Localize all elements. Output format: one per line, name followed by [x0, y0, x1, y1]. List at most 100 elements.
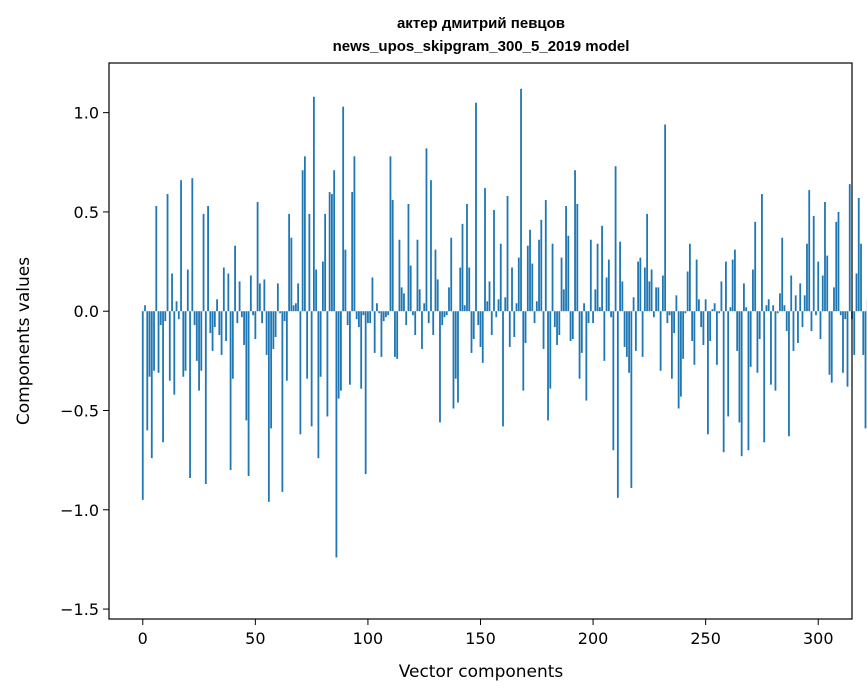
- bar: [596, 243, 599, 312]
- bar: [785, 311, 788, 332]
- bar: [632, 297, 635, 312]
- bar: [513, 311, 516, 338]
- bar: [191, 178, 194, 312]
- bar: [704, 299, 707, 312]
- bar: [810, 311, 813, 332]
- bar: [189, 311, 191, 479]
- bar: [247, 311, 250, 477]
- bar: [454, 311, 457, 379]
- bar: [272, 311, 275, 349]
- y-tick-label: −0.5: [60, 402, 99, 421]
- bar: [412, 311, 414, 316]
- bar: [369, 311, 372, 324]
- bar: [812, 215, 815, 312]
- bar: [389, 156, 392, 312]
- bar: [767, 299, 770, 312]
- x-tick-label: 300: [803, 629, 834, 648]
- bar: [799, 283, 802, 312]
- bar: [558, 311, 561, 336]
- bar: [783, 305, 786, 312]
- bar: [180, 180, 182, 312]
- bar: [378, 311, 381, 314]
- bar: [607, 259, 610, 312]
- bar: [155, 205, 158, 312]
- bar: [292, 305, 295, 312]
- bar: [522, 311, 525, 391]
- bar: [821, 275, 824, 312]
- bar: [418, 289, 421, 312]
- bar: [159, 311, 162, 326]
- bar: [828, 311, 831, 375]
- bar: [193, 311, 196, 326]
- bar: [646, 213, 649, 312]
- bar: [423, 303, 426, 312]
- bar: [195, 311, 198, 361]
- bar: [351, 192, 354, 312]
- bar: [265, 311, 268, 355]
- bar: [526, 245, 529, 312]
- bar: [664, 124, 667, 312]
- bar: [504, 297, 507, 312]
- bar: [225, 311, 227, 341]
- bar: [655, 287, 658, 312]
- x-tick-label: 250: [690, 629, 721, 648]
- bar: [790, 275, 793, 312]
- bar: [394, 311, 396, 357]
- bar: [240, 311, 243, 318]
- bar: [324, 213, 327, 312]
- bars-group: [141, 88, 867, 558]
- plot-frame: [108, 62, 853, 620]
- bar: [229, 311, 232, 471]
- bar: [274, 311, 277, 338]
- bar: [439, 311, 441, 423]
- bar: [698, 299, 700, 312]
- bar: [853, 311, 856, 355]
- bar: [432, 311, 435, 336]
- bar: [443, 311, 446, 318]
- bar: [594, 289, 597, 312]
- bar: [684, 311, 687, 314]
- bar: [549, 311, 552, 389]
- bar: [565, 205, 567, 312]
- bar: [186, 269, 189, 312]
- bar: [848, 184, 851, 312]
- bar: [657, 287, 660, 312]
- bar: [551, 243, 554, 312]
- bar: [421, 311, 423, 349]
- bar: [639, 257, 642, 312]
- bar: [353, 156, 356, 312]
- bar: [436, 279, 439, 312]
- bar: [484, 188, 486, 312]
- bar: [243, 311, 245, 345]
- bar: [168, 311, 171, 381]
- bar: [173, 311, 176, 395]
- bar: [466, 203, 468, 312]
- bar: [531, 263, 534, 312]
- bar: [502, 311, 504, 427]
- bar: [202, 213, 205, 312]
- bar: [569, 311, 572, 341]
- bar: [373, 311, 376, 353]
- bar: [752, 269, 754, 312]
- bar: [461, 223, 464, 312]
- bar: [299, 311, 302, 435]
- bar: [204, 311, 207, 484]
- bar: [808, 190, 811, 312]
- bar: [166, 194, 169, 312]
- bar: [679, 311, 682, 397]
- x-tick-label: 150: [465, 629, 496, 648]
- bar: [148, 311, 151, 377]
- bar: [252, 311, 254, 316]
- bar: [463, 305, 466, 312]
- bar: [497, 299, 500, 312]
- bar: [619, 241, 621, 312]
- bar: [718, 311, 721, 314]
- bar: [414, 311, 417, 336]
- bar: [452, 311, 455, 409]
- bar: [864, 311, 867, 429]
- bar: [301, 170, 304, 312]
- bar: [141, 311, 144, 500]
- bar: [725, 261, 727, 312]
- bar: [162, 311, 164, 443]
- bar: [391, 200, 394, 312]
